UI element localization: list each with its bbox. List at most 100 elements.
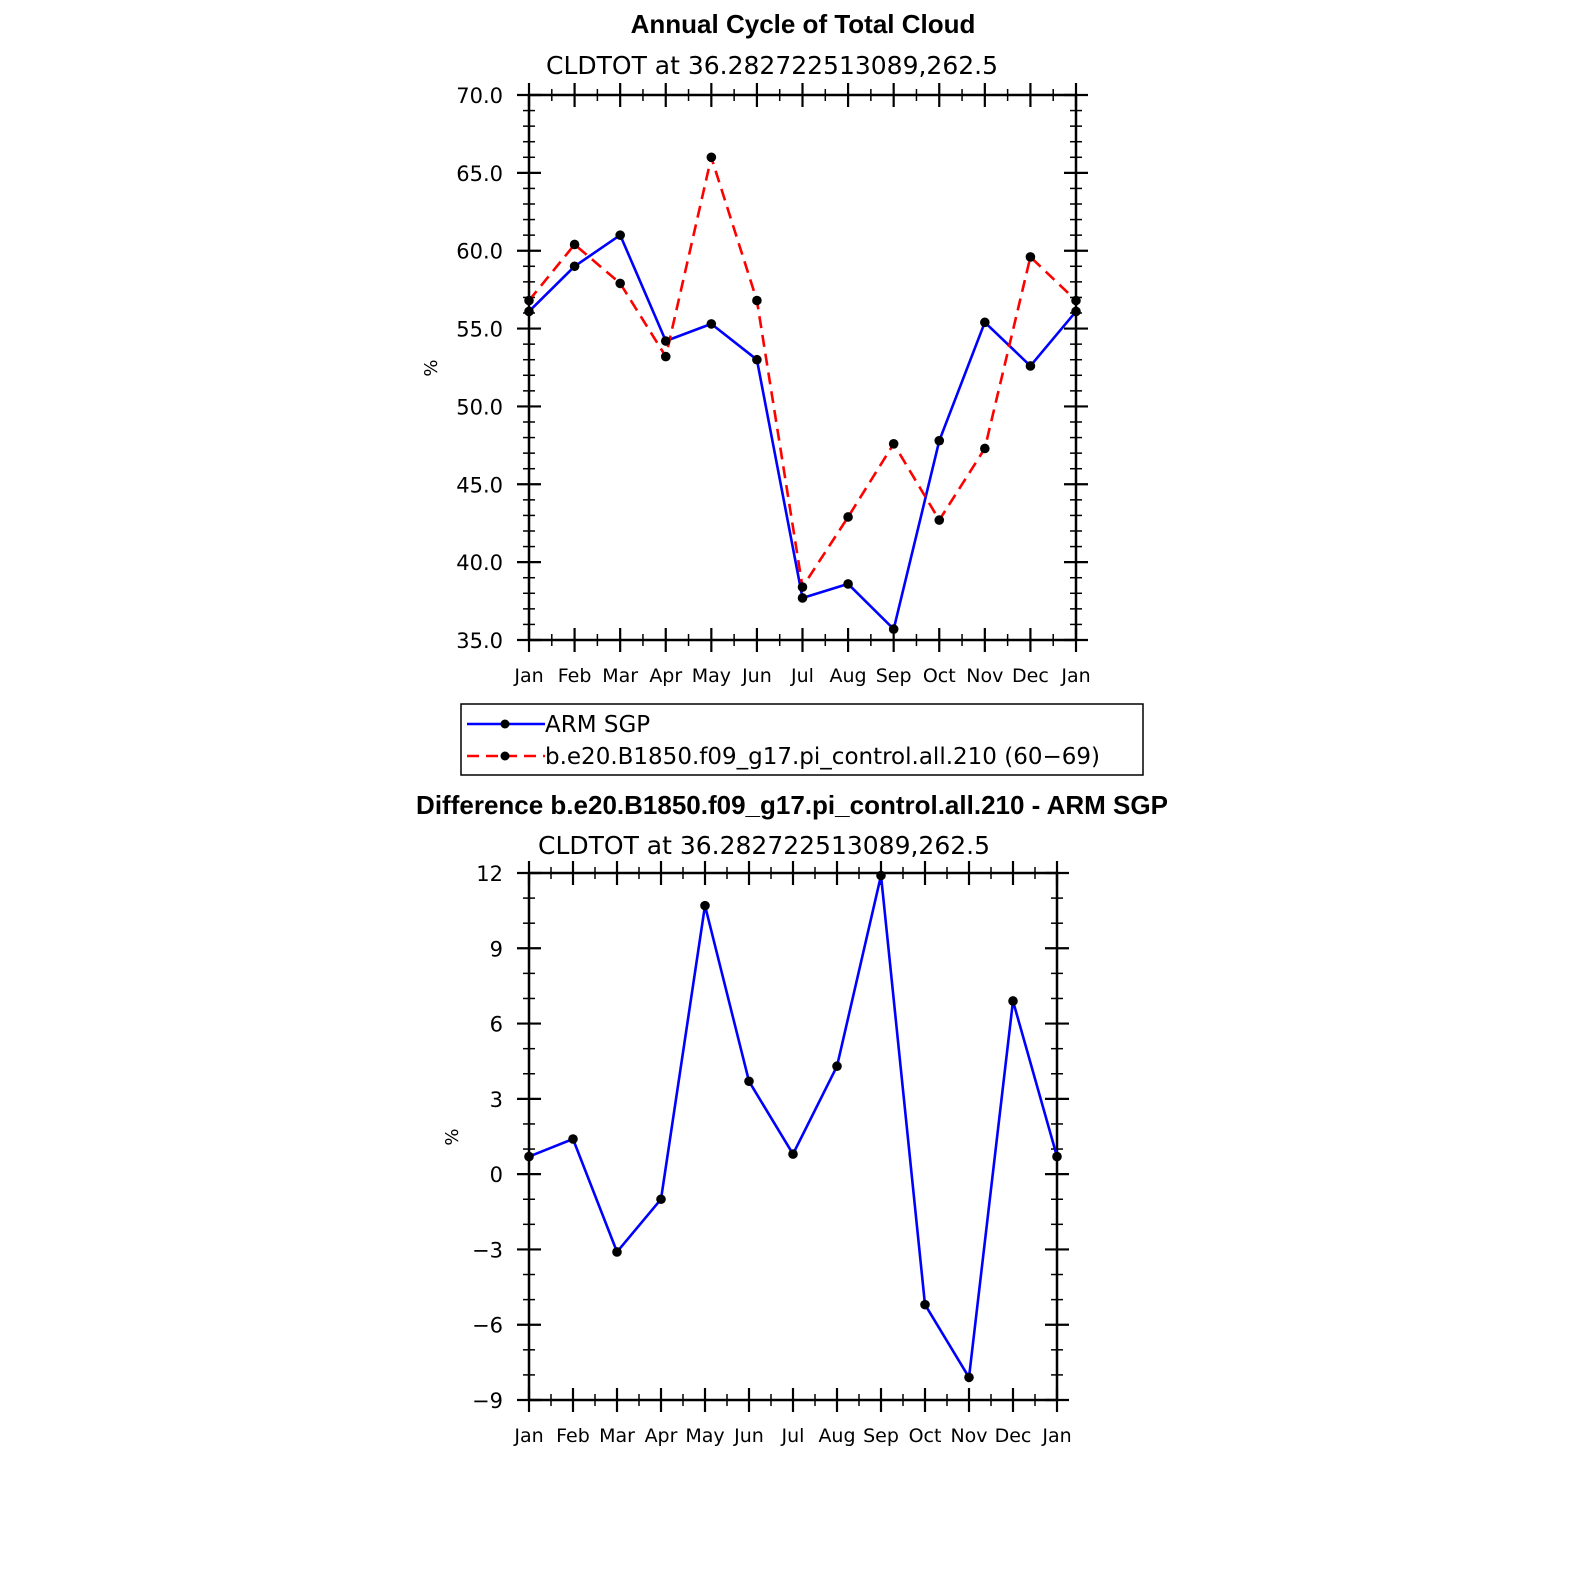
x-tick-label: Jan [1060,665,1090,687]
x-tick-label: Apr [645,1425,678,1447]
data-point [569,261,580,272]
data-point [615,278,625,289]
x-tick-label: Jul [790,665,814,687]
x-tick-label: Jan [513,1425,543,1447]
y-tick-label: 50.0 [456,395,503,419]
x-tick-label: Jul [781,1425,805,1447]
x-tick-label: Oct [923,665,956,687]
chart-title: Difference b.e20.B1850.f09_g17.pi_contro… [416,790,1168,820]
data-point [568,1134,578,1144]
data-point [832,1061,842,1072]
data-point [744,1076,754,1087]
plot-frame [527,93,1078,642]
x-tick-label: Sep [876,665,912,687]
chart-subtitle: CLDTOT at 36.282722513089,262.5 [538,831,990,860]
y-tick-label: 12 [476,862,503,886]
y-tick-label: −3 [472,1238,503,1262]
plot-axes: 35.0 40.0 45.0 50.0 55.0 60.0 65.0 70.0 Jan Feb Ma… [456,83,1091,687]
y-tick-label: 65.0 [456,162,503,186]
y-axis-label: % [442,1128,463,1145]
y-tick-label: 40.0 [456,551,503,575]
x-tick-label: Dec [995,1425,1032,1447]
data-point [752,354,762,365]
annual-cycle-chart: Annual Cycle of Total Cloud CLDTOT at 36… [421,9,1091,687]
data-point [980,317,990,328]
y-tick-label: 9 [490,937,503,961]
data-point [934,435,945,446]
data-point [876,870,886,881]
data-point [843,579,853,589]
series-line-1 [527,156,1077,589]
data-point [980,443,990,454]
data-point [1071,295,1081,306]
data-point [615,230,625,240]
data-point [964,1372,974,1383]
x-tick-label: Mar [599,1425,635,1447]
y-tick-label: 70.0 [456,84,503,108]
x-tick-label: Nov [966,665,1003,687]
x-tick-label: Jun [741,665,772,687]
data-point [888,439,899,449]
y-axis-label: % [421,359,442,376]
data-point [1052,1151,1062,1162]
y-tick-label: 35.0 [456,629,503,653]
x-tick-label: May [692,665,731,687]
y-tick-label: 60.0 [456,240,503,264]
x-tick-label: Oct [909,1425,942,1447]
data-point [843,512,853,522]
data-point [656,1194,666,1205]
y-tick-label: 6 [490,1013,503,1037]
y-tick-label: 0 [490,1163,503,1187]
x-tick-label: Aug [818,1425,855,1447]
plot-frame [527,871,1059,1402]
legend: ARM SGP b.e20.B1850.f09_g17.pi_control.a… [460,703,1144,776]
data-point [920,1299,930,1310]
data-point [660,336,671,346]
x-tick-label: Aug [830,665,867,687]
legend-label-arm-sgp: ARM SGP [545,712,650,738]
data-point [888,624,899,634]
data-point [569,239,580,250]
chart-title: Annual Cycle of Total Cloud [631,9,976,39]
y-tick-label: 45.0 [456,473,503,497]
data-point [788,1149,798,1159]
x-tick-label: Jun [733,1425,764,1447]
legend-marker-model [500,751,510,761]
data-point [1025,361,1036,371]
plot-axes: −9 −6 −3 0 3 6 9 12 Jan Feb Mar Apr May Jun Jul Aug Sep O… [472,861,1072,1447]
data-point [1071,306,1081,317]
x-tick-label: Apr [649,665,682,687]
data-point [706,152,717,163]
legend-box [460,703,1144,776]
data-point [524,1151,534,1162]
y-tick-label: 55.0 [456,318,503,342]
legend-marker-arm-sgp [500,719,510,729]
x-tick-label: Feb [556,1425,590,1447]
data-point [524,306,534,317]
data-point [612,1247,622,1257]
legend-label-model: b.e20.B1850.f09_g17.pi_control.all.210 (… [545,744,1100,770]
x-tick-label: Jan [1041,1425,1071,1447]
data-point [752,295,762,306]
y-tick-label: 3 [490,1088,503,1112]
x-tick-label: Jan [513,665,543,687]
data-point [524,295,534,306]
series-line-0 [528,233,1077,631]
difference-chart: Difference b.e20.B1850.f09_g17.pi_contro… [416,790,1168,1447]
series-line-0 [528,874,1059,1379]
y-tick-label: −6 [472,1314,503,1338]
x-tick-label: Feb [558,665,592,687]
series-layer [524,152,1081,634]
series-layer [524,870,1062,1383]
data-point [797,593,808,603]
data-point [1025,252,1036,262]
data-point [797,582,808,592]
x-tick-label: Sep [863,1425,899,1447]
y-tick-label: −9 [472,1389,503,1413]
data-point [660,351,671,362]
data-point [1008,996,1018,1006]
data-point [934,515,945,525]
x-tick-label: May [685,1425,724,1447]
data-point [700,900,710,911]
